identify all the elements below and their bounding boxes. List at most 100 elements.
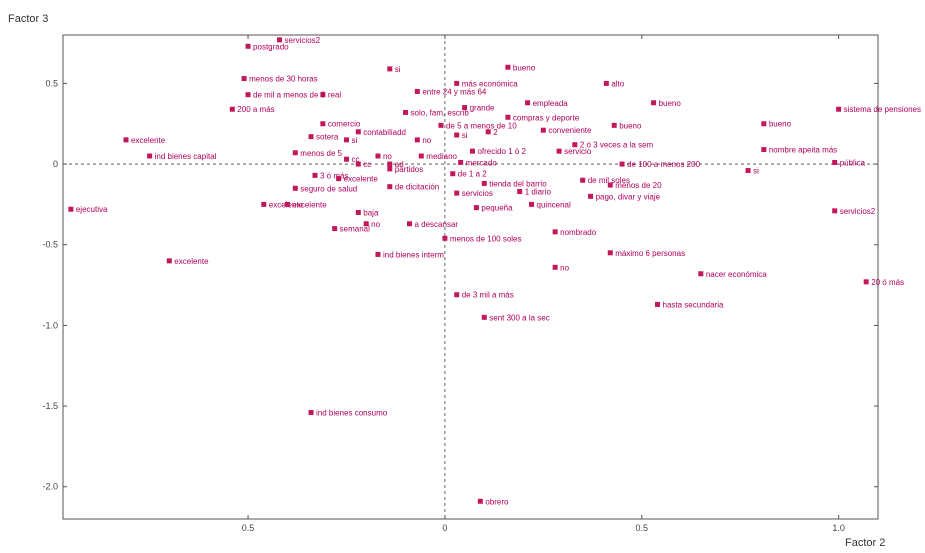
data-point [292, 150, 298, 156]
data-point-label: más económica [462, 79, 519, 88]
data-point [375, 153, 381, 159]
data-point [284, 201, 290, 207]
data-point [745, 168, 751, 174]
data-point [261, 201, 267, 207]
data-point [387, 161, 393, 167]
data-point [245, 92, 251, 98]
x-tick-label: 0.5 [242, 523, 255, 533]
data-point [375, 251, 381, 257]
data-point-label: servicio [564, 147, 592, 156]
data-point-label: pago, divar y viaje [596, 192, 661, 201]
data-point [454, 80, 460, 86]
data-point-label: de 100 a menos 200 [627, 160, 700, 169]
data-point [241, 76, 247, 82]
data-point [308, 410, 314, 416]
y-tick-label: -1.0 [42, 320, 58, 330]
data-point [355, 129, 361, 135]
data-point-label: solo, fam, escrib [411, 108, 470, 117]
data-point-label: 2 ó 3 veces a la sem [580, 141, 654, 150]
data-point-label: nacer económica [706, 270, 767, 279]
data-point [123, 137, 129, 143]
x-tick-label: 0.5 [636, 523, 649, 533]
data-point [540, 127, 546, 133]
x-tick-label: 1.0 [832, 523, 845, 533]
data-point-label: compras y deporte [513, 113, 580, 122]
data-point-label: postgrado [253, 42, 289, 51]
data-point [698, 271, 704, 277]
data-point [588, 193, 594, 199]
data-point [147, 153, 153, 159]
data-point-label: ejecutiva [76, 205, 108, 214]
data-point-label: servicios2 [285, 36, 321, 45]
data-point [556, 148, 562, 154]
data-point-label: semanal [340, 225, 370, 234]
data-point [387, 184, 393, 190]
data-point-label: no [422, 136, 431, 145]
data-point [603, 80, 609, 86]
data-point-label: real [328, 91, 342, 100]
data-point-label: no [383, 152, 392, 161]
data-point-label: ind bienes consumo [316, 409, 388, 418]
data-point-label: de 5 a menos de 10 [446, 121, 517, 130]
data-point-label: seguro de salud [300, 184, 357, 193]
data-point-label: partidos [395, 165, 423, 174]
data-point-label: servicios2 [840, 207, 876, 216]
data-point [473, 205, 479, 211]
data-point-label: 3 ó más [320, 171, 348, 180]
data-point [414, 88, 420, 94]
data-point [572, 142, 578, 148]
data-point-label: menos de 100 soles [450, 234, 522, 243]
data-point [292, 185, 298, 191]
data-point-label: sistema de pensiones [844, 105, 921, 114]
data-point [320, 92, 326, 98]
data-point [836, 106, 842, 112]
data-point-label: mediano [426, 152, 457, 161]
data-point [355, 161, 361, 167]
data-point [525, 100, 531, 106]
data-point-label: excelente [344, 175, 379, 184]
data-point-label: baja [363, 208, 379, 217]
data-point [308, 134, 314, 140]
data-point-label: si [462, 131, 468, 140]
data-point-label: alto [611, 79, 624, 88]
data-point-label: a descansar [414, 220, 458, 229]
data-point-label: comercio [328, 120, 361, 129]
data-point [320, 121, 326, 127]
data-point [418, 153, 424, 159]
data-point [619, 161, 625, 167]
data-point [517, 188, 523, 194]
data-point [454, 132, 460, 138]
x-axis-title: Factor 2 [845, 537, 885, 549]
data-point [245, 43, 251, 49]
data-point-label: de 1 a 2 [458, 170, 487, 179]
data-point [343, 137, 349, 143]
data-point [832, 159, 838, 165]
data-point [277, 37, 283, 43]
data-point [832, 208, 838, 214]
data-point-label: si [351, 136, 357, 145]
data-point-label: pequeña [481, 204, 513, 213]
data-point [651, 100, 657, 106]
data-point-label: menos de 20 [615, 181, 662, 190]
data-point-label: contabiliadd [363, 128, 406, 137]
data-point-label: servicios [462, 189, 493, 198]
data-point [529, 201, 535, 207]
data-point-label: 200 a más [237, 105, 274, 114]
data-point [312, 172, 318, 178]
data-point-label: bueno [619, 121, 642, 130]
data-point-label: cc [351, 155, 359, 164]
data-point-label: 2 [493, 128, 498, 137]
data-point [406, 221, 412, 227]
data-point-label: sotera [316, 133, 339, 142]
data-point [458, 159, 464, 165]
data-point-label: quincenal [537, 200, 571, 209]
data-point-label: sent 300 a la sec [489, 313, 549, 322]
data-point-label: de 3 mil a más [462, 291, 514, 300]
y-tick-label: -1.5 [42, 401, 58, 411]
data-point [863, 279, 869, 285]
y-tick-label: 0 [53, 159, 58, 169]
data-point-label: bueno [659, 99, 682, 108]
y-tick-label: -2.0 [42, 482, 58, 492]
data-point-label: menos de 5 [300, 149, 342, 158]
